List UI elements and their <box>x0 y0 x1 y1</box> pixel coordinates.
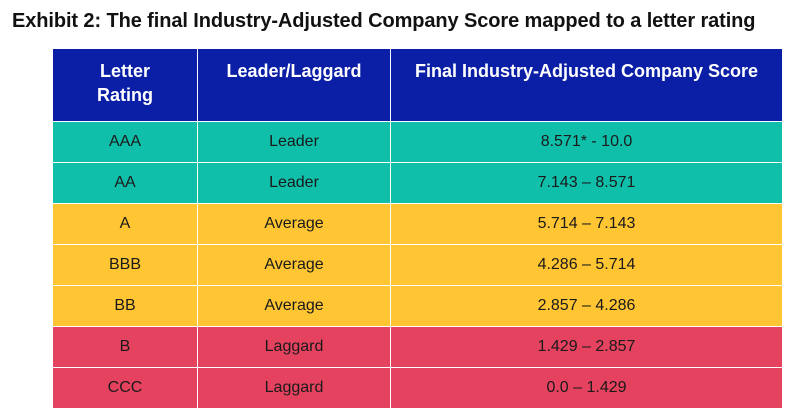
table-row: BBB Average 4.286 – 5.714 <box>52 244 783 286</box>
table-row: AAA Leader 8.571* - 10.0 <box>52 121 783 163</box>
score-cell: 7.143 – 8.571 <box>390 162 783 204</box>
table-row: A Average 5.714 – 7.143 <box>52 203 783 245</box>
category-cell: Average <box>197 285 391 327</box>
score-cell: 8.571* - 10.0 <box>390 121 783 163</box>
rating-table: Letter Rating Leader/Laggard Final Indus… <box>52 48 783 409</box>
category-cell: Laggard <box>197 367 391 409</box>
rating-cell: BB <box>52 285 198 327</box>
score-cell: 1.429 – 2.857 <box>390 326 783 368</box>
rating-cell: B <box>52 326 198 368</box>
category-cell: Average <box>197 244 391 286</box>
score-cell: 4.286 – 5.714 <box>390 244 783 286</box>
category-cell: Leader <box>197 121 391 163</box>
category-cell: Leader <box>197 162 391 204</box>
header-leader-laggard: Leader/Laggard <box>197 48 391 122</box>
header-letter-rating: Letter Rating <box>52 48 198 122</box>
rating-cell: BBB <box>52 244 198 286</box>
exhibit-title: Exhibit 2: The final Industry-Adjusted C… <box>12 10 756 32</box>
rating-cell: CCC <box>52 367 198 409</box>
table-row: BB Average 2.857 – 4.286 <box>52 285 783 327</box>
rating-cell: AAA <box>52 121 198 163</box>
category-cell: Laggard <box>197 326 391 368</box>
header-row: Letter Rating Leader/Laggard Final Indus… <box>52 48 783 122</box>
rating-cell: A <box>52 203 198 245</box>
table-row: CCC Laggard 0.0 – 1.429 <box>52 367 783 409</box>
score-cell: 5.714 – 7.143 <box>390 203 783 245</box>
header-final-score: Final Industry-Adjusted Company Score <box>390 48 783 122</box>
score-cell: 0.0 – 1.429 <box>390 367 783 409</box>
table-row: AA Leader 7.143 – 8.571 <box>52 162 783 204</box>
table-row: B Laggard 1.429 – 2.857 <box>52 326 783 368</box>
score-cell: 2.857 – 4.286 <box>390 285 783 327</box>
category-cell: Average <box>197 203 391 245</box>
rating-cell: AA <box>52 162 198 204</box>
